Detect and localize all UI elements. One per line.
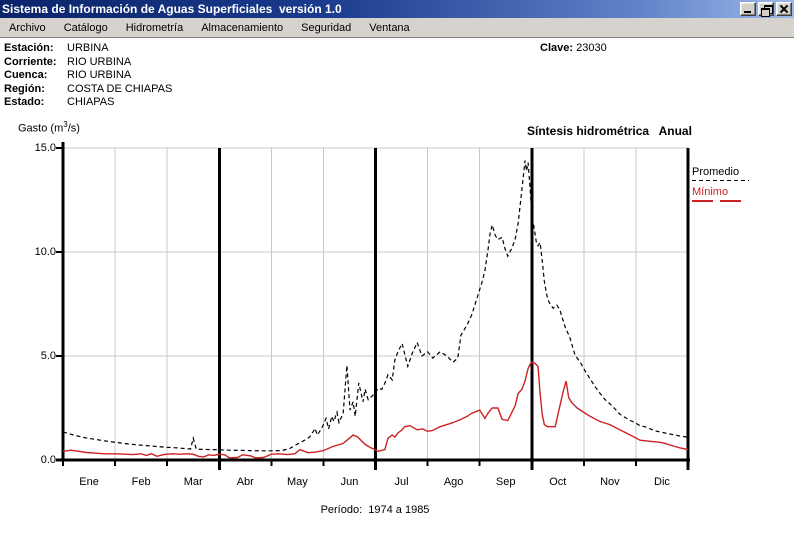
station-row: Estado: CHIAPAS — [4, 96, 115, 108]
x-tick-label: Jul — [394, 476, 409, 488]
titlebar[interactable]: Sistema de Información de Aguas Superfic… — [0, 0, 794, 18]
menu-catalogo[interactable]: Catálogo — [63, 21, 108, 34]
menu-archivo[interactable]: Archivo — [9, 21, 46, 34]
x-tick-label: Nov — [600, 476, 620, 488]
station-value: COSTA DE CHIAPAS — [67, 82, 173, 95]
window-controls — [738, 2, 792, 17]
station-value: RIO URBINA — [67, 69, 132, 81]
chart-legend: Promedio Mínimo — [692, 166, 749, 207]
legend-promedio-label: Promedio — [692, 166, 740, 178]
promedio-line-swatch — [692, 180, 749, 181]
station-row: Estación: URBINA — [4, 42, 109, 54]
station-value: URBINA — [67, 42, 109, 54]
series-mínimo — [62, 361, 689, 459]
menu-hidrometria[interactable]: Hidrometría — [125, 21, 184, 34]
station-value: RIO URBINA — [67, 55, 132, 68]
y-tick-label: 0.0 — [40, 454, 56, 466]
x-tick-label: Abr — [236, 476, 254, 488]
legend-minimo: Mínimo — [692, 186, 749, 202]
x-tick-label: May — [286, 476, 308, 488]
window-title: Sistema de Información de Aguas Superfic… — [2, 2, 342, 16]
station-info: Estación: URBINA Corriente: RIO URBINA Cue… — [4, 42, 172, 110]
legend-promedio: Promedio — [692, 166, 749, 181]
x-tick-label: Sep — [495, 476, 516, 488]
station-row: Corriente: RIO URBINA — [4, 55, 132, 68]
x-tick-label: Jun — [340, 476, 359, 488]
menu-almacenamiento[interactable]: Almacenamiento — [201, 21, 284, 34]
x-tick-label: Oct — [549, 476, 567, 488]
menu-seguridad[interactable]: Seguridad — [301, 21, 352, 34]
y-tick-label: 5.0 — [40, 350, 56, 362]
station-row: Cuenca: RIO URBINA — [4, 69, 132, 81]
minimize-icon — [744, 11, 751, 13]
minimize-button[interactable] — [740, 2, 756, 16]
x-tick-label: Dic — [654, 476, 670, 488]
close-button[interactable] — [776, 2, 792, 16]
x-tick-label: Feb — [131, 476, 151, 488]
y-tick-label: 15.0 — [34, 142, 56, 154]
clave-field: Clave: 23030 — [540, 42, 607, 54]
series-promedio — [62, 160, 689, 452]
y-axis-title: Gasto (m3/s) — [18, 120, 80, 135]
menu-bar: Archivo Catálogo Hidrometría Almacenamie… — [0, 18, 794, 38]
x-tick-label: Mar — [183, 476, 203, 488]
minimo-line-swatch — [692, 200, 742, 202]
hydrograph-chart — [56, 142, 690, 470]
chart-title: Síntesis hidrométrica Anual — [527, 124, 692, 138]
period-label: Período: 1974 a 1985 — [320, 504, 430, 516]
x-tick-label: Ene — [79, 476, 99, 488]
station-value: CHIAPAS — [67, 96, 115, 108]
y-tick-label: 10.0 — [34, 246, 56, 258]
restore-button[interactable] — [758, 2, 774, 17]
legend-minimo-label: Mínimo — [692, 186, 729, 198]
x-tick-label: Ago — [443, 476, 464, 488]
clave-value: 23030 — [576, 42, 607, 54]
menu-ventana[interactable]: Ventana — [369, 21, 410, 34]
station-row: Región: COSTA DE CHIAPAS — [4, 82, 173, 95]
client-area: Estación: URBINA Corriente: RIO URBINA Cue… — [0, 38, 794, 545]
